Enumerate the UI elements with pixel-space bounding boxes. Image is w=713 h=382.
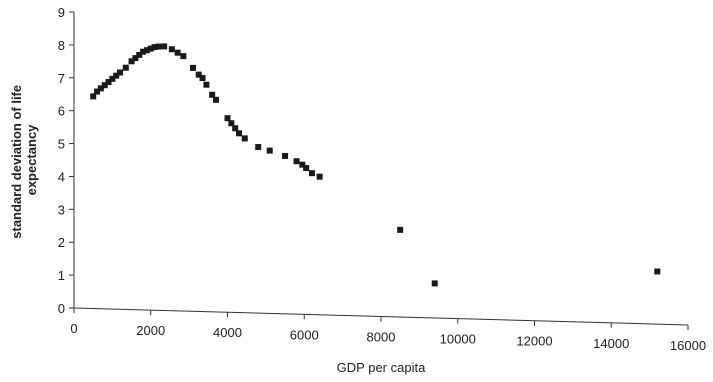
- data-point: [113, 72, 120, 79]
- data-point: [241, 135, 248, 142]
- data-point: [199, 75, 206, 82]
- data-point: [109, 75, 116, 82]
- data-point: [303, 165, 310, 172]
- data-point: [161, 43, 168, 50]
- data-point: [431, 280, 438, 287]
- data-point: [143, 47, 150, 54]
- x-axis-ticks: 0 2000 4000 6000 8000 10000 12000 14000 16000: [70, 308, 706, 353]
- data-point: [228, 120, 235, 127]
- data-point: [266, 147, 273, 154]
- data-point: [97, 85, 104, 92]
- data-point: [397, 226, 404, 233]
- y-tick-label: 1: [58, 268, 65, 283]
- x-tick-label: 14000: [593, 336, 629, 351]
- data-point: [308, 170, 315, 177]
- data-point: [293, 158, 300, 165]
- x-tick-label: 8000: [367, 329, 396, 344]
- data-point: [212, 96, 219, 103]
- data-point: [209, 91, 216, 98]
- x-tick-label: 16000: [670, 338, 706, 353]
- y-tick-label: 2: [58, 235, 65, 250]
- y-tick-label: 4: [58, 169, 65, 184]
- data-point: [117, 69, 124, 76]
- data-point: [136, 51, 143, 58]
- data-point: [195, 71, 202, 78]
- data-point: [132, 55, 139, 62]
- y-tick-label: 3: [58, 202, 65, 217]
- data-points: [90, 43, 661, 287]
- y-axis-title-line-1: standard deviation of life: [9, 85, 24, 239]
- x-tick-label: 10000: [440, 332, 476, 347]
- y-axis-ticks: 0 1 2 3 4 5 6 7 8 9: [58, 5, 74, 316]
- y-tick-label: 8: [58, 38, 65, 53]
- y-axis-title-line-2: expectancy: [24, 124, 39, 196]
- data-point: [174, 49, 181, 56]
- data-point: [282, 152, 289, 159]
- data-point: [299, 161, 306, 168]
- data-point: [180, 53, 187, 60]
- x-tick-label: 6000: [290, 327, 319, 342]
- data-point: [236, 130, 243, 137]
- data-point: [224, 115, 231, 122]
- data-point: [128, 58, 135, 65]
- y-tick-label: 5: [58, 137, 65, 152]
- plot-axes: [73, 12, 689, 326]
- data-point: [94, 88, 101, 95]
- y-axis-title: standard deviation of life expectancy: [9, 81, 39, 238]
- y-tick-label: 7: [58, 71, 65, 86]
- data-point: [155, 43, 162, 50]
- data-point: [151, 44, 158, 51]
- y-tick-label: 6: [58, 104, 65, 119]
- x-tick-label: 0: [70, 321, 77, 336]
- data-point: [168, 46, 175, 53]
- data-point: [105, 79, 112, 86]
- y-tick-label: 9: [58, 5, 65, 20]
- x-tick-label: 2000: [136, 323, 165, 338]
- data-point: [255, 143, 262, 150]
- data-point: [90, 93, 97, 100]
- data-point: [101, 82, 108, 89]
- data-point: [654, 268, 661, 275]
- data-point: [232, 125, 239, 132]
- x-tick-label: 4000: [213, 325, 242, 340]
- data-point: [122, 64, 129, 71]
- y-tick-label: 0: [58, 301, 65, 316]
- data-point: [140, 48, 147, 55]
- data-point: [147, 45, 154, 52]
- x-axis-title: GDP per capita: [337, 360, 426, 375]
- data-point: [189, 64, 196, 71]
- data-point: [316, 173, 323, 180]
- data-point: [203, 81, 210, 88]
- x-tick-label: 12000: [516, 334, 552, 349]
